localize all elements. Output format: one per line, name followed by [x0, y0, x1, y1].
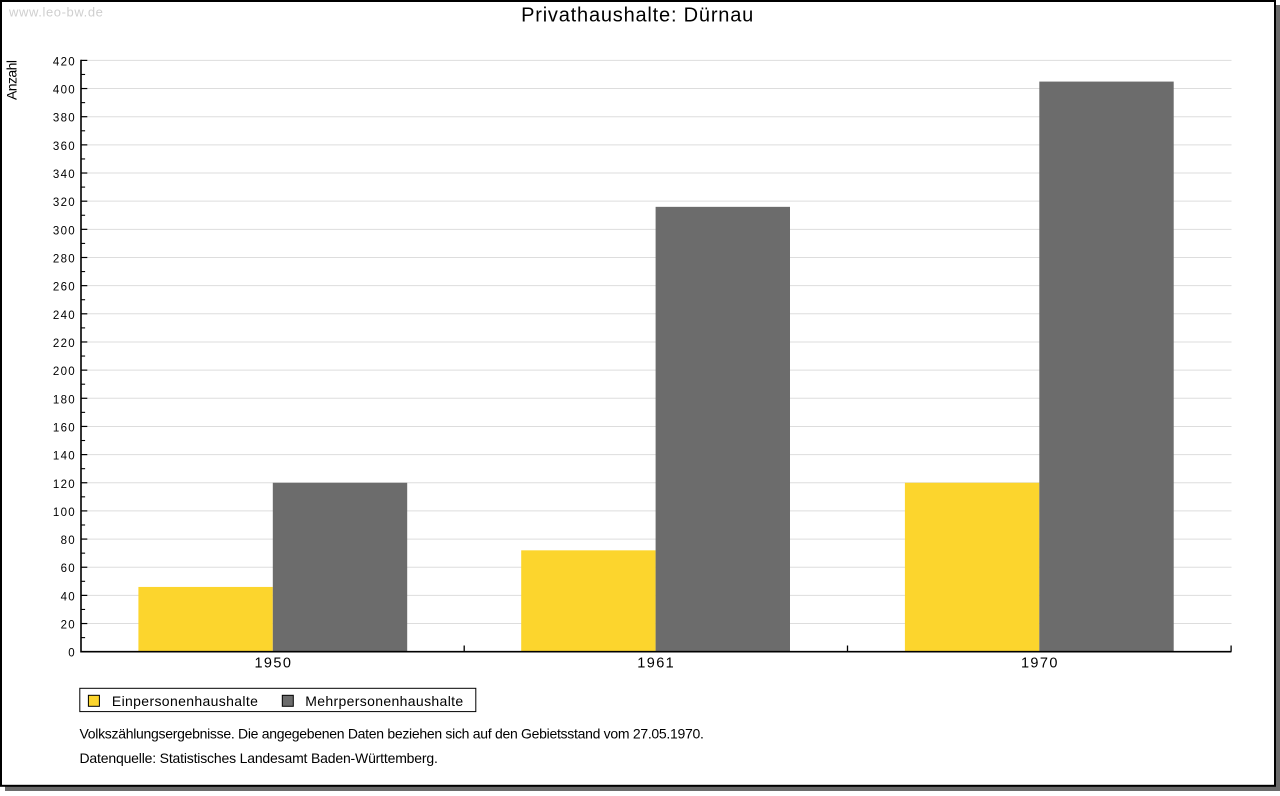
- svg-text:220: 220: [53, 338, 76, 350]
- svg-text:320: 320: [53, 197, 76, 209]
- svg-text:www.leo-bw.de: www.leo-bw.de: [8, 5, 104, 20]
- svg-text:Anzahl: Anzahl: [3, 60, 19, 100]
- svg-text:240: 240: [53, 310, 76, 322]
- svg-text:1961: 1961: [637, 656, 675, 672]
- svg-text:140: 140: [53, 451, 76, 463]
- svg-text:360: 360: [53, 141, 76, 153]
- svg-text:200: 200: [53, 366, 76, 378]
- svg-text:Einpersonenhaushalte: Einpersonenhaushalte: [112, 693, 258, 709]
- svg-text:260: 260: [53, 282, 76, 294]
- svg-text:Privathaushalte: Dürnau: Privathaushalte: Dürnau: [521, 5, 754, 27]
- svg-text:400: 400: [53, 85, 76, 97]
- svg-text:420: 420: [53, 56, 76, 68]
- svg-text:Mehrpersonenhaushalte: Mehrpersonenhaushalte: [305, 693, 463, 709]
- svg-text:Volkszählungsergebnisse. Die a: Volkszählungsergebnisse. Die angegebenen…: [80, 726, 704, 742]
- svg-text:160: 160: [53, 422, 76, 434]
- svg-text:80: 80: [61, 535, 76, 547]
- svg-text:100: 100: [53, 507, 76, 519]
- svg-text:1950: 1950: [254, 656, 292, 672]
- svg-text:1970: 1970: [1021, 656, 1059, 672]
- svg-text:300: 300: [53, 225, 76, 237]
- svg-text:60: 60: [61, 563, 76, 575]
- svg-text:40: 40: [61, 591, 76, 603]
- svg-text:20: 20: [61, 620, 76, 632]
- svg-text:380: 380: [53, 113, 76, 125]
- svg-text:0: 0: [68, 648, 76, 660]
- svg-text:180: 180: [53, 394, 76, 406]
- svg-text:280: 280: [53, 254, 76, 266]
- svg-text:120: 120: [53, 479, 76, 491]
- svg-text:Datenquelle: Statistisches Lan: Datenquelle: Statistisches Landesamt Bad…: [80, 750, 438, 766]
- svg-text:340: 340: [53, 169, 76, 181]
